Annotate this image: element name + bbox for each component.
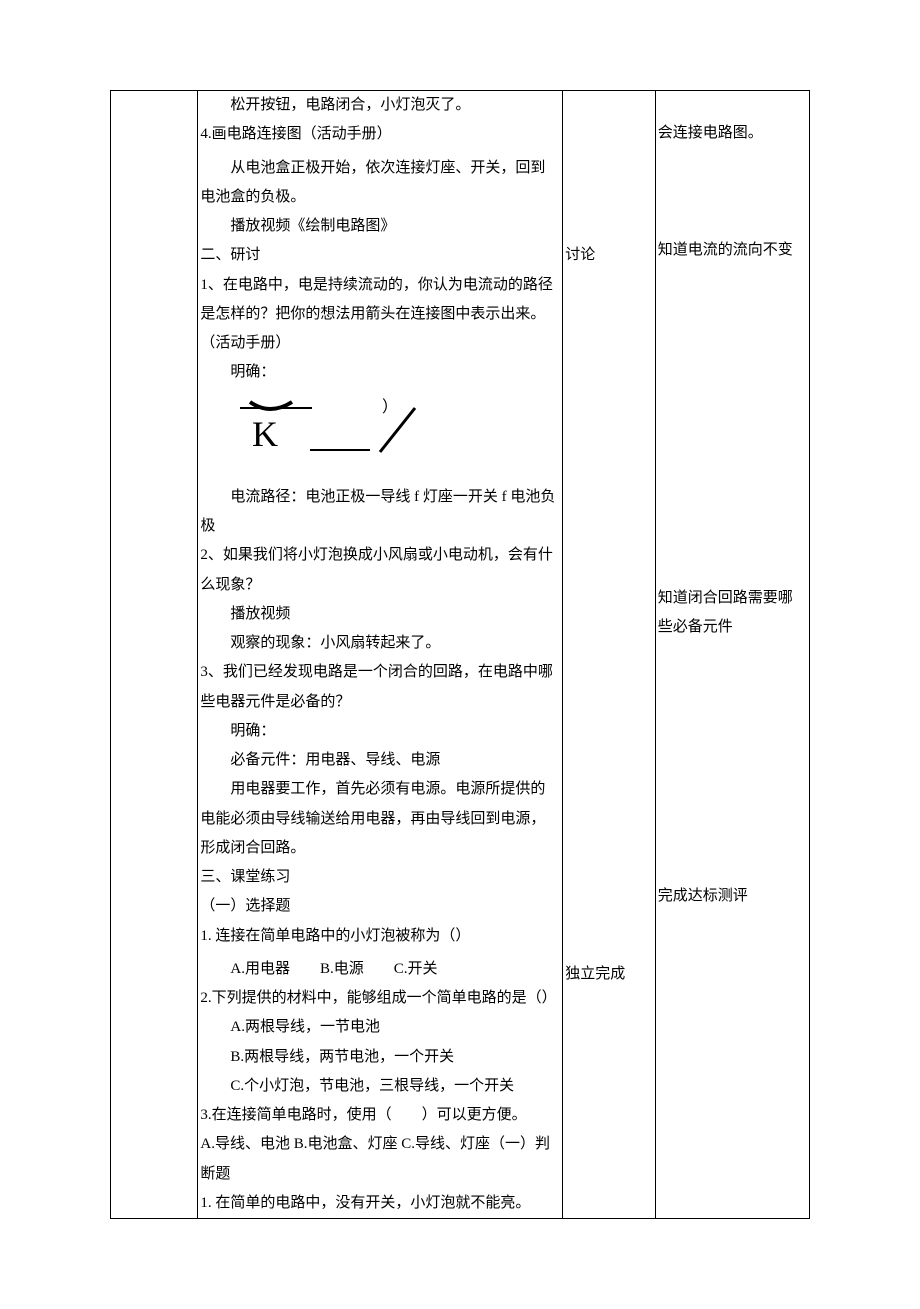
text-line: 2、如果我们将小灯泡换成小风扇或小电动机，会有什么现象？ — [200, 541, 560, 600]
table-row: 松开按钮，电路闭合，小灯泡灭了。 4.画电路连接图（活动手册） 从电池盒正极开始… — [111, 91, 810, 1219]
text-line: 观察的现象：小风扇转起来了。 — [200, 629, 560, 658]
cell-col2: 松开按钮，电路闭合，小灯泡灭了。 4.画电路连接图（活动手册） 从电池盒正极开始… — [198, 91, 563, 1219]
question: 2.下列提供的材料中，能够组成一个简单电路的是（） — [200, 984, 560, 1013]
text-line: 必备元件：用电器、导线、电源 — [200, 746, 560, 775]
lesson-table: 松开按钮，电路闭合，小灯泡灭了。 4.画电路连接图（活动手册） 从电池盒正极开始… — [110, 90, 810, 1219]
objective: 知道电流的流向不变 — [658, 236, 807, 265]
question: 1. 在简单的电路中，没有开关，小灯泡就不能亮。 — [200, 1189, 560, 1218]
text-line: 播放视频 — [200, 600, 560, 629]
objective: 会连接电路图。 — [658, 119, 807, 148]
option: A.两根导线，一节电池 — [200, 1013, 560, 1042]
cell-col1 — [111, 91, 198, 1219]
objective: 完成达标测评 — [658, 882, 807, 911]
text-line: 1、在电路中，电是持续流动的，你认为电流动的路径是怎样的？把你的想法用箭头在连接… — [200, 271, 560, 359]
paren-icon: ） — [382, 398, 398, 416]
cell-col4: 会连接电路图。 知道电流的流向不变 知道闭合回路需要哪些必备元件 完成达标测评 — [655, 91, 809, 1219]
text-line: 用电器要工作，首先必须有电源。电源所提供的电能必须由导线输送给用电器，再由导线回… — [200, 775, 560, 863]
text-line: 从电池盒正极开始，依次连接灯座、开关，回到电池盒的负极。 — [200, 154, 560, 213]
cell-col3: 讨论 独立完成 — [563, 91, 656, 1219]
text-line: 松开按钮，电路闭合，小灯泡灭了。 — [200, 91, 560, 120]
page-wrapper: 松开按钮，电路闭合，小灯泡灭了。 4.画电路连接图（活动手册） 从电池盒正极开始… — [0, 0, 920, 1309]
circuit-diagram: ） K — [200, 388, 560, 483]
objective: 知道闭合回路需要哪些必备元件 — [658, 584, 807, 643]
text-line: 播放视频《绘制电路图》 — [200, 212, 560, 241]
question: 3.在连接简单电路时，使用（ ）可以更方便。 — [200, 1101, 560, 1130]
question: 1. 连接在简单电路中的小灯泡被称为（） — [200, 922, 560, 951]
letter-k: K — [252, 414, 278, 454]
text-line: 电流路径：电池正极一导线 f 灯座一开关 f 电池负极 — [200, 483, 560, 542]
diagram-svg: ） K — [240, 394, 470, 464]
activity-label: 独立完成 — [565, 960, 653, 989]
text-line: 明确： — [200, 358, 560, 387]
option: C.个小灯泡，节电池，三根导线，一个开关 — [200, 1072, 560, 1101]
text-line: 3、我们已经发现电路是一个闭合的回路，在电路中哪些电器元件是必备的？ — [200, 658, 560, 717]
text-line: 明确： — [200, 717, 560, 746]
section-heading: 二、研讨 — [200, 241, 560, 270]
section-heading: 三、课堂练习 — [200, 863, 560, 892]
text-line: （一）选择题 — [200, 892, 560, 921]
text-line: 4.画电路连接图（活动手册） — [200, 120, 560, 149]
options: A.导线、电池 B.电池盒、灯座 C.导线、灯座（一）判断题 — [200, 1130, 560, 1189]
options: A.用电器 B.电源 C.开关 — [200, 955, 560, 984]
option: B.两根导线，两节电池，一个开关 — [200, 1043, 560, 1072]
activity-label: 讨论 — [565, 241, 653, 270]
